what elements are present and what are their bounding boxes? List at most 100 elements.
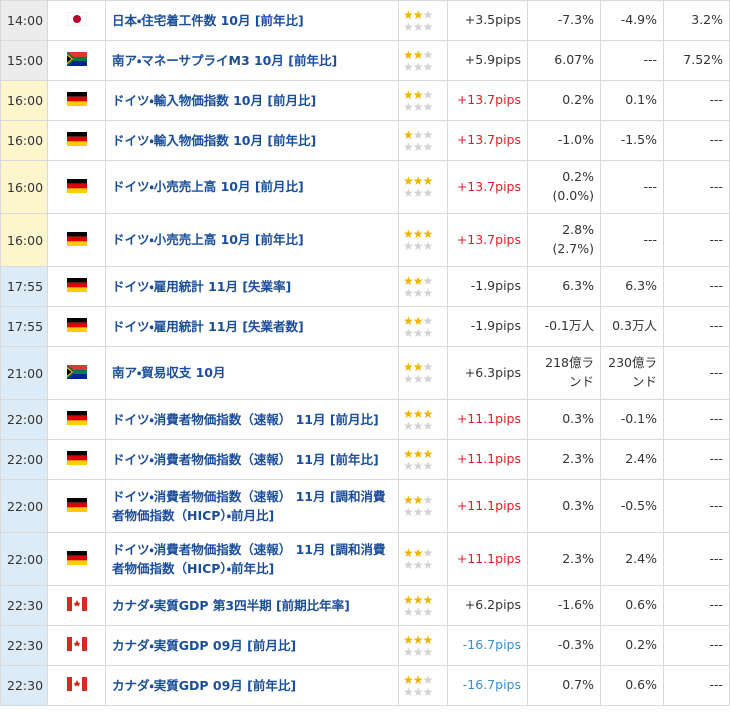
event-name[interactable]: ドイツ・消費者物価指数（速報） 11月 [前月比] bbox=[105, 399, 399, 440]
star: ★ bbox=[412, 406, 424, 421]
actual-value: 7.52% bbox=[663, 40, 730, 81]
star: ★ bbox=[403, 446, 414, 461]
star: ★ bbox=[412, 174, 424, 188]
importance-rating: ★★★ bbox=[403, 89, 443, 101]
event-row: 22:00 ドイツ・消費者物価指数（速報） 11月 [調和消費者物価指数（HICP… bbox=[0, 532, 730, 586]
event-name[interactable]: ドイツ・小売売上高 10月 [前年比] bbox=[105, 213, 399, 267]
star: ★ bbox=[403, 406, 414, 421]
flag-icon bbox=[66, 364, 87, 379]
star: ★ bbox=[403, 632, 414, 647]
star: ★ bbox=[412, 227, 424, 241]
event-time: 22:30 bbox=[0, 585, 48, 626]
star: ★ bbox=[422, 227, 434, 241]
star: ★ bbox=[412, 87, 424, 102]
flag-icon bbox=[66, 318, 87, 332]
secondary-stars: ★★★ bbox=[403, 99, 433, 114]
importance-rating: ★★★ bbox=[403, 315, 443, 327]
event-name[interactable]: ドイツ・消費者物価指数（速報） 11月 [調和消費者物価指数（HICP）・前月比… bbox=[105, 479, 399, 533]
secondary-stars: ★★★ bbox=[403, 604, 433, 619]
forecast-value: 0.1% bbox=[600, 80, 664, 121]
event-name[interactable]: ドイツ・消費者物価指数（速報） 11月 [調和消費者物価指数（HICP）・前年比… bbox=[105, 532, 399, 586]
star: ★ bbox=[403, 273, 414, 288]
forecast-value: 2.4% bbox=[600, 439, 664, 480]
event-time: 14:00 bbox=[0, 0, 48, 41]
event-name[interactable]: ドイツ・消費者物価指数（速報） 11月 [前年比] bbox=[105, 439, 399, 480]
event-time: 16:00 bbox=[0, 120, 48, 161]
star: ★ bbox=[403, 227, 414, 241]
pips-change: +11.1pips bbox=[447, 439, 528, 480]
actual-value: --- bbox=[663, 665, 730, 706]
event-name[interactable]: 南ア・マネーサプライM3 10月 [前年比] bbox=[105, 40, 399, 81]
country-flag bbox=[47, 625, 106, 666]
flag-icon bbox=[66, 597, 87, 611]
event-time: 16:00 bbox=[0, 160, 48, 214]
importance-stars: ★★★ ★★★ bbox=[398, 40, 448, 81]
secondary-stars: ★★★ bbox=[403, 239, 433, 253]
event-name[interactable]: 南ア・貿易収支 10月 bbox=[105, 346, 399, 400]
actual-value: --- bbox=[663, 346, 730, 400]
importance-stars: ★★★ ★★★ bbox=[398, 439, 448, 480]
event-name[interactable]: カナダ・実質GDP 第3四半期 [前期比年率] bbox=[105, 585, 399, 626]
flag-icon bbox=[66, 497, 87, 512]
actual-value: --- bbox=[663, 80, 730, 121]
importance-rating: ★★★ bbox=[403, 361, 443, 373]
forecast-value: 230億ランド bbox=[600, 346, 664, 400]
country-flag bbox=[47, 585, 106, 626]
star: ★ bbox=[412, 592, 424, 607]
event-name[interactable]: 日本・住宅着工件数 10月 [前年比] bbox=[105, 0, 399, 41]
previous-value: -1.6% bbox=[527, 585, 601, 626]
star: ★ bbox=[403, 360, 414, 374]
previous-value: -7.3% bbox=[527, 0, 601, 41]
star: ★ bbox=[422, 273, 434, 288]
secondary-stars: ★★★ bbox=[403, 684, 433, 699]
event-row: 16:00 ドイツ・輸入物価指数 10月 [前月比] ★★★ ★★★ +13.7pips… bbox=[0, 80, 730, 121]
event-name[interactable]: カナダ・実質GDP 09月 [前年比] bbox=[105, 665, 399, 706]
pips-change: +6.2pips bbox=[447, 585, 528, 626]
country-flag bbox=[47, 532, 106, 586]
importance-stars: ★★★ ★★★ bbox=[398, 399, 448, 440]
event-name[interactable]: ドイツ・雇用統計 11月 [失業者数] bbox=[105, 306, 399, 347]
event-row: 22:00 ドイツ・消費者物価指数（速報） 11月 [前年比] ★★★ ★★★ +11.… bbox=[0, 439, 730, 480]
star: ★ bbox=[412, 446, 424, 461]
event-row: 22:00 ドイツ・消費者物価指数（速報） 11月 [調和消費者物価指数（HICP… bbox=[0, 479, 730, 533]
star: ★ bbox=[422, 672, 434, 687]
previous-value: 2.3% bbox=[527, 439, 601, 480]
event-name[interactable]: ドイツ・輸入物価指数 10月 [前月比] bbox=[105, 80, 399, 121]
flag-icon bbox=[66, 132, 87, 146]
star: ★ bbox=[412, 672, 424, 687]
event-row: 22:30 カナダ・実質GDP 第3四半期 [前期比年率] ★★★ ★★★ +6.2pi… bbox=[0, 585, 730, 626]
importance-stars: ★★★ ★★★ bbox=[398, 665, 448, 706]
star: ★ bbox=[403, 493, 414, 507]
forecast-value: -0.1% bbox=[600, 399, 664, 440]
event-name[interactable]: ドイツ・雇用統計 11月 [失業率] bbox=[105, 266, 399, 307]
importance-rating: ★★★ bbox=[403, 408, 443, 420]
star: ★ bbox=[412, 546, 424, 560]
event-name[interactable]: カナダ・実質GDP 09月 [前月比] bbox=[105, 625, 399, 666]
pips-change: +13.7pips bbox=[447, 80, 528, 121]
secondary-stars: ★★★ bbox=[403, 505, 433, 519]
forecast-value: 0.3万人 bbox=[600, 306, 664, 347]
country-flag bbox=[47, 120, 106, 161]
forecast-value: --- bbox=[600, 40, 664, 81]
event-name[interactable]: ドイツ・輸入物価指数 10月 [前年比] bbox=[105, 120, 399, 161]
country-flag bbox=[47, 160, 106, 214]
star: ★ bbox=[422, 632, 434, 647]
event-row: 16:00 ドイツ・小売売上高 10月 [前年比] ★★★ ★★★ +13.7pips 2… bbox=[0, 213, 730, 267]
event-row: 22:30 カナダ・実質GDP 09月 [前月比] ★★★ ★★★ -16.7pips -… bbox=[0, 625, 730, 666]
importance-stars: ★★★ ★★★ bbox=[398, 120, 448, 161]
secondary-stars: ★★★ bbox=[403, 558, 433, 572]
forecast-value: 2.4% bbox=[600, 532, 664, 586]
flag-icon bbox=[66, 52, 87, 66]
country-flag bbox=[47, 213, 106, 267]
importance-stars: ★★★ ★★★ bbox=[398, 213, 448, 267]
event-time: 22:00 bbox=[0, 532, 48, 586]
country-flag bbox=[47, 80, 106, 121]
flag-icon bbox=[66, 11, 87, 27]
importance-rating: ★★★ bbox=[403, 129, 443, 141]
importance-rating: ★★★ bbox=[403, 49, 443, 61]
actual-value: --- bbox=[663, 306, 730, 347]
event-name[interactable]: ドイツ・小売売上高 10月 [前月比] bbox=[105, 160, 399, 214]
secondary-stars: ★★★ bbox=[403, 139, 433, 154]
star: ★ bbox=[403, 87, 414, 102]
